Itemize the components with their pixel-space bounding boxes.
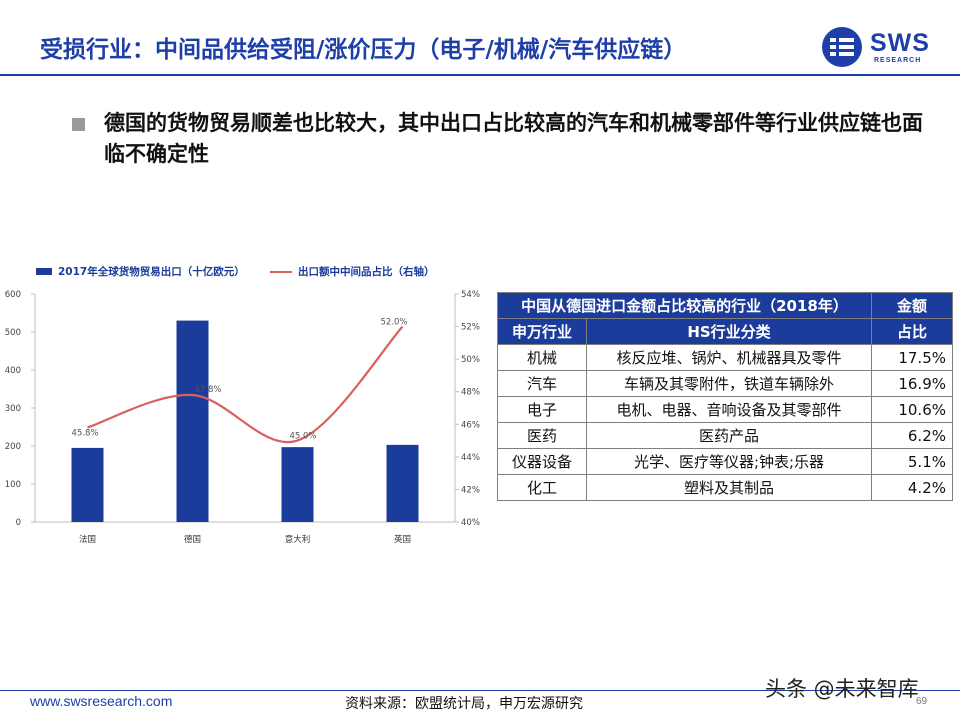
- y-tick-label: 500: [5, 328, 21, 338]
- table-cell-share: 16.9%: [871, 370, 953, 397]
- table-cell-industry: 医药: [497, 422, 587, 449]
- table-cell-share: 5.1%: [871, 448, 953, 475]
- table-title: 中国从德国进口金额占比较高的行业（2018年）: [497, 292, 872, 319]
- table-cell-industry: 化工: [497, 474, 587, 501]
- table-cell-hs: 光学、医疗等仪器;钟表;乐器: [586, 448, 872, 475]
- import-share-table: 中国从德国进口金额占比较高的行业（2018年） 金额 申万行业 HS行业分类 占…: [497, 292, 953, 501]
- legend-bar-swatch: [36, 268, 52, 275]
- data-label: 47.8%: [195, 385, 222, 395]
- y-tick-label: 300: [5, 404, 21, 414]
- logo-text: SWS: [870, 29, 930, 57]
- table-cell-industry: 电子: [497, 396, 587, 423]
- legend-bar-label: 2017年全球货物贸易出口（十亿欧元）: [58, 266, 245, 278]
- logo-subtext: RESEARCH: [874, 57, 922, 64]
- y2-tick-label: 48%: [461, 388, 480, 398]
- table-header-hs: HS行业分类: [586, 318, 872, 345]
- y2-tick-label: 42%: [461, 485, 480, 495]
- legend-line-label: 出口额中中间品占比（右轴）: [298, 266, 435, 278]
- sws-logo-icon: [822, 27, 862, 67]
- table-cell-share: 6.2%: [871, 422, 953, 449]
- table-cell-share: 4.2%: [871, 474, 953, 501]
- y-tick-label: 0: [16, 518, 21, 528]
- table-cell-share: 17.5%: [871, 344, 953, 371]
- table-row: 化工 塑料及其制品 4.2%: [497, 474, 953, 501]
- table-row: 仪器设备 光学、医疗等仪器;钟表;乐器 5.1%: [497, 448, 953, 475]
- page-number: 69: [916, 696, 928, 707]
- table-row: 机械 核反应堆、锅炉、机械器具及零件 17.5%: [497, 344, 953, 371]
- table-row: 医药 医药产品 6.2%: [497, 422, 953, 449]
- table-cell-hs: 车辆及其零附件，铁道车辆除外: [586, 370, 872, 397]
- table-cell-hs: 核反应堆、锅炉、机械器具及零件: [586, 344, 872, 371]
- y2-tick-label: 46%: [461, 420, 480, 430]
- table-cell-share: 10.6%: [871, 396, 953, 423]
- bar: [386, 444, 419, 522]
- y2-tick-label: 52%: [461, 323, 480, 333]
- data-label: 52.0%: [381, 318, 408, 328]
- table-cell-hs: 电机、电器、音响设备及其零部件: [586, 396, 872, 423]
- x-tick-label: 法国: [79, 534, 96, 545]
- table-row: 电子 电机、电器、音响设备及其零部件 10.6%: [497, 396, 953, 423]
- table-header-share: 占比: [871, 318, 953, 345]
- table-row: 汽车 车辆及其零附件，铁道车辆除外 16.9%: [497, 370, 953, 397]
- header-divider: [0, 74, 960, 76]
- table-header-industry: 申万行业: [497, 318, 587, 345]
- bar: [176, 320, 209, 522]
- y-tick-label: 200: [5, 442, 21, 452]
- data-label: 45.0%: [290, 432, 317, 442]
- bar: [71, 447, 104, 522]
- table-cell-hs: 塑料及其制品: [586, 474, 872, 501]
- line-series: [87, 325, 404, 444]
- y-tick-label: 100: [5, 480, 21, 490]
- footer-website-link[interactable]: www.swsresearch.com: [30, 693, 173, 709]
- x-tick-label: 德国: [184, 534, 201, 545]
- page-title: 受损行业：中间品供给受阻/涨价压力（电子/机械/汽车供应链）: [40, 37, 687, 63]
- footer-source: 资料来源：欧盟统计局，申万宏源研究: [345, 696, 583, 712]
- y-tick-label: 400: [5, 366, 21, 376]
- x-tick-label: 英国: [394, 534, 411, 545]
- bullet-text: 德国的货物贸易顺差也比较大，其中出口占比较高的汽车和机械零部件等行业供应链也面临…: [104, 111, 923, 166]
- logo: SWS RESEARCH: [820, 25, 945, 70]
- data-label: 45.8%: [72, 429, 99, 439]
- table-cell-industry: 机械: [497, 344, 587, 371]
- export-chart: 0 100 200 300 400 500 600 40% 42% 44% 46% 48% 50% 52%…: [5, 290, 480, 545]
- table-cell-hs: 医药产品: [586, 422, 872, 449]
- y2-tick-label: 44%: [461, 453, 480, 463]
- legend-line-swatch: [270, 271, 292, 273]
- watermark: 头条 @未来智库: [765, 677, 919, 701]
- y2-tick-label: 50%: [461, 355, 480, 365]
- table-cell-industry: 汽车: [497, 370, 587, 397]
- x-tick-label: 意大利: [285, 534, 311, 545]
- bullet-square-icon: [72, 118, 85, 131]
- bar: [281, 447, 314, 522]
- y2-tick-label: 40%: [461, 518, 480, 528]
- y2-tick-label: 54%: [461, 290, 480, 300]
- table-cell-industry: 仪器设备: [497, 448, 587, 475]
- table-header-amount: 金额: [871, 292, 953, 319]
- footer-divider: [0, 690, 960, 691]
- y-tick-label: 600: [5, 290, 21, 300]
